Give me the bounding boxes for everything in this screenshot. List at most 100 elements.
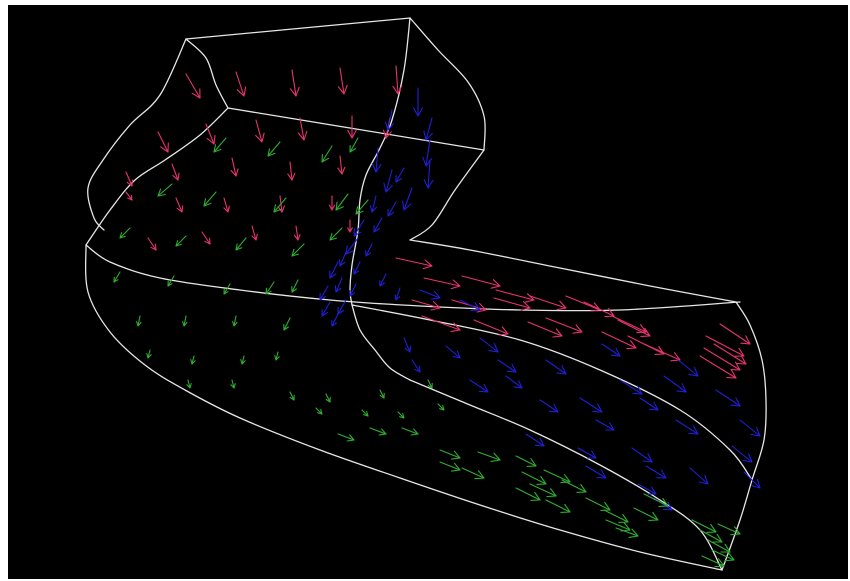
vector-arrow — [337, 299, 347, 315]
arrow-layer — [113, 65, 761, 568]
vector-arrow — [477, 451, 501, 462]
vector-arrow — [147, 237, 157, 251]
vector-arrow — [479, 337, 499, 353]
wireframe-lower-body-seam — [409, 379, 723, 571]
vector-arrow — [445, 345, 461, 359]
vector-arrow — [617, 319, 651, 337]
wireframe-vertical-seam-upper — [349, 17, 411, 306]
vector-arrow — [329, 261, 339, 279]
vector-arrow — [395, 167, 405, 183]
vector-arrow — [235, 71, 247, 97]
vector-arrow — [289, 69, 300, 97]
wireframe-top-face-right-edge — [409, 17, 486, 151]
vector-arrow — [274, 351, 280, 361]
vector-arrow — [361, 409, 369, 417]
vector-arrow — [337, 433, 355, 442]
vector-arrow — [493, 297, 531, 311]
vector-arrow — [717, 523, 741, 536]
vector-arrow — [223, 283, 231, 295]
vector-arrow — [167, 275, 175, 287]
vector-arrow — [329, 227, 343, 241]
vector-arrow — [645, 465, 667, 479]
vector-arrow — [561, 479, 587, 493]
vector-arrow — [739, 419, 761, 437]
vector-arrow — [383, 169, 393, 193]
vector-arrow — [267, 141, 281, 157]
wireframe-top-face-front-edge — [227, 107, 485, 151]
wireframe-upper-inner-curve — [85, 244, 741, 312]
vector-arrow — [439, 461, 461, 472]
vector-arrow — [203, 191, 217, 207]
vector-arrow — [325, 393, 331, 403]
green-field-left — [113, 137, 445, 419]
vector-arrow — [689, 467, 709, 485]
vector-arrow — [529, 483, 557, 498]
vector-arrow — [525, 433, 545, 447]
vector-arrow — [701, 555, 725, 568]
vector-arrow — [223, 197, 230, 213]
vector-arrow — [328, 195, 336, 211]
vector-arrow — [515, 487, 541, 501]
vector-arrow — [419, 289, 441, 300]
vector-arrow — [527, 321, 563, 338]
vector-arrow — [186, 379, 192, 389]
vector-arrow — [583, 301, 615, 318]
vector-arrow — [643, 493, 669, 507]
blue-field-center — [319, 87, 434, 327]
vector-arrow — [289, 391, 295, 401]
vector-arrow — [345, 237, 359, 255]
vector-arrow — [190, 355, 196, 365]
vector-arrow — [136, 315, 142, 327]
vector-arrow — [338, 251, 347, 267]
vector-arrow — [639, 397, 659, 411]
vector-arrow — [469, 379, 489, 393]
vector-arrow — [421, 315, 461, 332]
vector-arrow — [175, 235, 187, 247]
vector-arrow — [394, 287, 401, 301]
vector-arrow — [423, 117, 433, 141]
vector-arrow — [731, 445, 753, 463]
red-field-right — [395, 257, 751, 379]
vector-arrow — [334, 277, 343, 293]
vector-arrow — [201, 231, 211, 245]
vector-arrow — [395, 257, 433, 270]
vector-arrow — [699, 355, 737, 379]
vector-arrow — [397, 411, 405, 419]
vector-arrow — [175, 197, 184, 213]
vector-arrow — [585, 465, 607, 479]
vector-arrow — [451, 299, 487, 313]
vector-arrow — [349, 137, 359, 153]
vector-arrow — [401, 427, 419, 436]
vector-arrow — [619, 379, 643, 395]
vector-arrow — [705, 335, 745, 357]
vector-arrow — [235, 237, 247, 251]
vector-arrow — [543, 469, 571, 484]
vector-arrow — [402, 187, 413, 211]
vector-arrow — [373, 217, 383, 233]
vector-arrow — [545, 359, 567, 375]
vector-arrow — [473, 319, 509, 336]
vector-arrow — [337, 155, 346, 175]
vector-arrow — [677, 359, 699, 377]
vector-arrow — [743, 471, 761, 489]
vector-arrow — [427, 379, 433, 389]
wireframe-right-arm-end-top — [721, 301, 767, 571]
vector-arrow — [337, 67, 348, 95]
vector-arrow — [113, 271, 121, 283]
wireframe-right-upper-arm — [409, 149, 485, 241]
vector-arrow — [319, 285, 329, 301]
vector-arrow — [157, 183, 173, 197]
vector-arrow — [230, 157, 239, 177]
vector-arrow — [529, 295, 567, 311]
vector-arrow — [371, 147, 382, 173]
render-viewport — [8, 5, 848, 579]
vector-arrow — [497, 359, 517, 373]
vector-arrow — [251, 225, 258, 241]
vector-arrow — [459, 299, 481, 311]
vector-arrow — [182, 315, 188, 327]
vector-arrow — [392, 65, 403, 95]
green-field-lower — [337, 427, 741, 568]
vector-arrow — [411, 299, 441, 311]
vector-arrow — [291, 279, 299, 293]
vector-arrow — [585, 497, 611, 511]
